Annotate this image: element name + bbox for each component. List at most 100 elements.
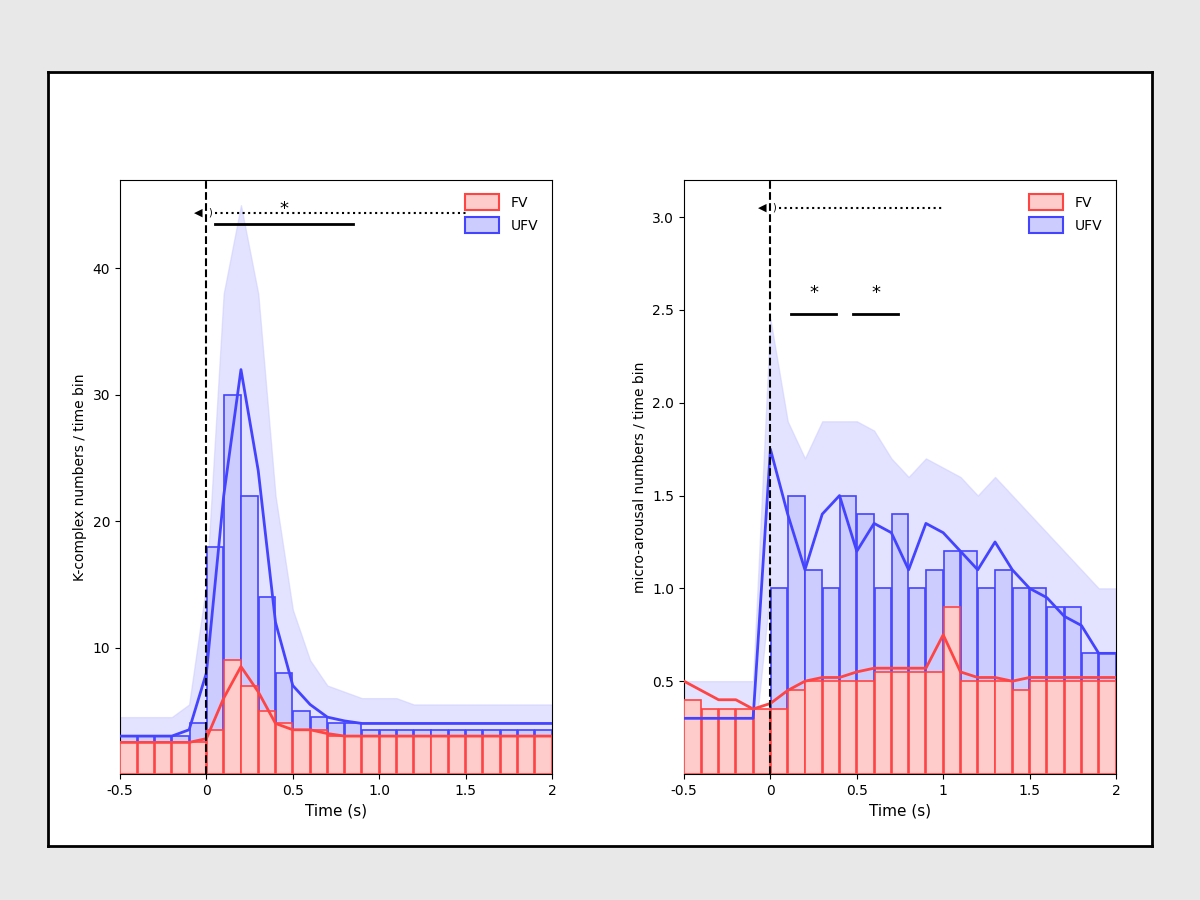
Bar	[737, 718, 752, 774]
Bar	[1013, 589, 1030, 774]
Legend: FV, UFV: FV, UFV	[1021, 187, 1109, 240]
Text: ): )	[772, 202, 776, 212]
Bar	[996, 570, 1012, 774]
Bar	[190, 724, 206, 774]
Bar	[241, 686, 258, 774]
Bar	[120, 736, 137, 774]
Bar	[138, 742, 154, 774]
Bar	[293, 711, 310, 774]
Text: ): )	[208, 208, 212, 218]
Text: ◀: ◀	[194, 208, 203, 218]
Bar	[241, 496, 258, 774]
Bar	[518, 730, 534, 774]
Bar	[414, 730, 431, 774]
Bar	[1099, 681, 1116, 774]
Bar	[719, 709, 736, 774]
Bar	[892, 514, 908, 774]
Bar	[379, 736, 396, 774]
Bar	[840, 681, 857, 774]
Bar	[500, 730, 517, 774]
Bar	[943, 551, 960, 774]
Bar	[155, 742, 172, 774]
Bar	[535, 730, 552, 774]
Bar	[754, 718, 770, 774]
Bar	[684, 709, 701, 774]
Bar	[926, 570, 943, 774]
Bar	[190, 742, 206, 774]
Bar	[857, 681, 874, 774]
Bar	[996, 681, 1012, 774]
Bar	[276, 673, 293, 774]
Bar	[397, 730, 413, 774]
Bar	[173, 742, 188, 774]
Bar	[978, 681, 995, 774]
Bar	[432, 730, 448, 774]
Bar	[788, 690, 804, 774]
Bar	[823, 681, 839, 774]
Bar	[449, 736, 466, 774]
Bar	[770, 589, 787, 774]
Bar	[910, 672, 925, 774]
Bar	[1064, 607, 1081, 774]
Bar	[155, 736, 172, 774]
Bar	[466, 730, 482, 774]
Bar	[449, 730, 466, 774]
Bar	[1013, 690, 1030, 774]
Bar	[293, 730, 310, 774]
Bar	[1030, 681, 1046, 774]
Bar	[961, 681, 977, 774]
Bar	[518, 736, 534, 774]
Bar	[754, 709, 770, 774]
Bar	[414, 736, 431, 774]
Bar	[397, 736, 413, 774]
Bar	[379, 730, 396, 774]
Bar	[276, 724, 293, 774]
Bar	[892, 672, 908, 774]
Bar	[840, 496, 857, 774]
Bar	[823, 589, 839, 774]
Text: *: *	[871, 284, 881, 302]
Bar	[311, 717, 326, 774]
X-axis label: Time (s): Time (s)	[869, 804, 931, 818]
Bar	[1048, 607, 1063, 774]
Bar	[259, 711, 275, 774]
Bar	[224, 661, 240, 774]
Y-axis label: K-complex numbers / time bin: K-complex numbers / time bin	[73, 374, 88, 580]
Bar	[362, 730, 379, 774]
Bar	[702, 718, 718, 774]
Bar	[328, 724, 344, 774]
Bar	[1082, 653, 1098, 774]
Bar	[1099, 653, 1116, 774]
Bar	[943, 607, 960, 774]
Bar	[805, 681, 822, 774]
Bar	[362, 736, 379, 774]
Bar	[978, 589, 995, 774]
Bar	[702, 709, 718, 774]
Bar	[206, 546, 223, 774]
Bar	[432, 736, 448, 774]
Bar	[1048, 681, 1063, 774]
Bar	[684, 700, 701, 774]
Bar	[346, 736, 361, 774]
Text: *: *	[280, 201, 289, 219]
Bar	[484, 730, 499, 774]
Text: ◀: ◀	[758, 202, 767, 212]
Bar	[120, 742, 137, 774]
Bar	[173, 736, 188, 774]
Bar	[788, 496, 804, 774]
Bar	[875, 589, 890, 774]
Bar	[500, 736, 517, 774]
Bar	[1064, 681, 1081, 774]
Bar	[875, 672, 890, 774]
Bar	[719, 718, 736, 774]
Bar	[1030, 589, 1046, 774]
Bar	[484, 736, 499, 774]
Bar	[737, 709, 752, 774]
Text: *: *	[809, 284, 818, 302]
Bar	[346, 724, 361, 774]
Bar	[857, 514, 874, 774]
Bar	[206, 730, 223, 774]
Bar	[535, 736, 552, 774]
Bar	[224, 395, 240, 774]
Bar	[961, 551, 977, 774]
